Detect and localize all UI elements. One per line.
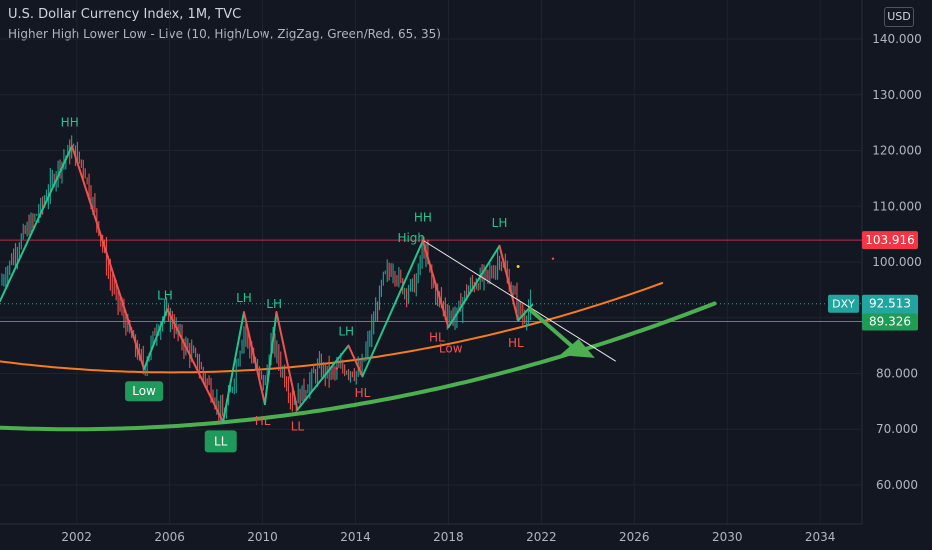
trend-curves — [0, 282, 717, 432]
support-price-label: 89.326 — [869, 315, 911, 329]
pivot-label: Low — [439, 341, 463, 355]
zigzag-up — [447, 244, 501, 329]
pivot-label: High — [397, 231, 425, 245]
trend-line-white — [422, 239, 616, 362]
price-tick-label: 130.000 — [872, 88, 922, 102]
pivot-label: Low — [132, 384, 156, 398]
time-tick-label: 2026 — [619, 530, 650, 544]
grid — [0, 0, 862, 524]
zigzag-down — [498, 244, 520, 322]
pivot-label: LL — [214, 434, 228, 448]
zigzag-down — [242, 311, 266, 406]
pivot-label: LH — [338, 325, 354, 339]
price-tick-label: 80.000 — [876, 366, 918, 380]
zigzag-up — [143, 308, 169, 371]
pivot-label: LH — [492, 216, 508, 230]
zigzag-lines — [0, 145, 534, 423]
price-tick-label: 120.000 — [872, 144, 922, 158]
chart-title: U.S. Dollar Currency Index, 1M, TVC — [8, 7, 242, 22]
last-price-label: 92.513 — [869, 297, 911, 311]
resistance-price-box — [862, 231, 918, 250]
pivot-label: HL — [355, 386, 371, 400]
pivot-label: HL — [429, 330, 445, 344]
pivot-label: LH — [266, 297, 282, 311]
zigzag-down — [275, 311, 299, 411]
time-tick-label: 2002 — [61, 530, 92, 544]
price-bars — [1, 135, 532, 423]
marker-dot — [516, 264, 520, 268]
time-axis[interactable]: 2002 2006 2010 2014 2018 2022 2026 2030 2034 — [61, 530, 835, 544]
time-tick-label: 2018 — [433, 530, 464, 544]
drawings — [335, 239, 616, 370]
arrow-head — [559, 338, 595, 358]
price-tick-label: 140.000 — [872, 32, 922, 46]
orange-arc — [0, 282, 664, 374]
pivot-label: HL — [255, 414, 271, 428]
time-tick-label: 2034 — [805, 530, 836, 544]
zigzag-up — [296, 344, 350, 411]
zigzag-up — [222, 311, 245, 423]
zigzag-down — [166, 308, 225, 423]
time-tick-label: 2030 — [712, 530, 743, 544]
symbol-tag: DXY — [832, 298, 855, 311]
zigzag-down — [347, 344, 364, 378]
zigzag-down — [421, 239, 450, 329]
indicator-label[interactable]: Higher High Lower Low - Live (10, High/L… — [8, 27, 441, 41]
zigzag-up — [361, 239, 424, 378]
pivot-label-box — [125, 381, 164, 402]
zigzag-down — [71, 145, 146, 371]
zigzag-up — [0, 145, 74, 303]
time-tick-label: 2006 — [154, 530, 185, 544]
price-tick-label: 110.000 — [872, 199, 922, 213]
pivot-label: LL — [291, 419, 305, 433]
pivot-label: HH — [61, 116, 79, 130]
marker-dot — [335, 367, 339, 370]
price-tick-label: 100.000 — [872, 255, 922, 269]
pivot-label: LH — [157, 288, 173, 302]
pivot-label: LH — [236, 291, 252, 305]
resistance-price-label: 103.916 — [865, 233, 915, 247]
arrow-shaft — [527, 307, 576, 350]
pivot-label-box — [204, 430, 237, 453]
green-arc — [0, 301, 717, 432]
price-tick-label: 60.000 — [876, 478, 918, 492]
support-price-box — [862, 313, 918, 331]
time-tick-label: 2022 — [526, 530, 557, 544]
marker-dot — [551, 257, 555, 260]
price-axis[interactable]: 60.00070.00080.00090.000100.000110.00012… — [872, 32, 922, 492]
symbol-tag-box — [828, 294, 859, 313]
time-tick-label: 2010 — [247, 530, 278, 544]
zigzag-up — [263, 311, 278, 406]
pivot-label: HH — [414, 210, 432, 224]
time-tick-label: 2014 — [340, 530, 371, 544]
currency-button[interactable]: USD — [884, 7, 914, 27]
pivot-label: HL — [508, 336, 524, 350]
levels — [0, 239, 862, 323]
price-tick-label: 70.000 — [876, 422, 918, 436]
